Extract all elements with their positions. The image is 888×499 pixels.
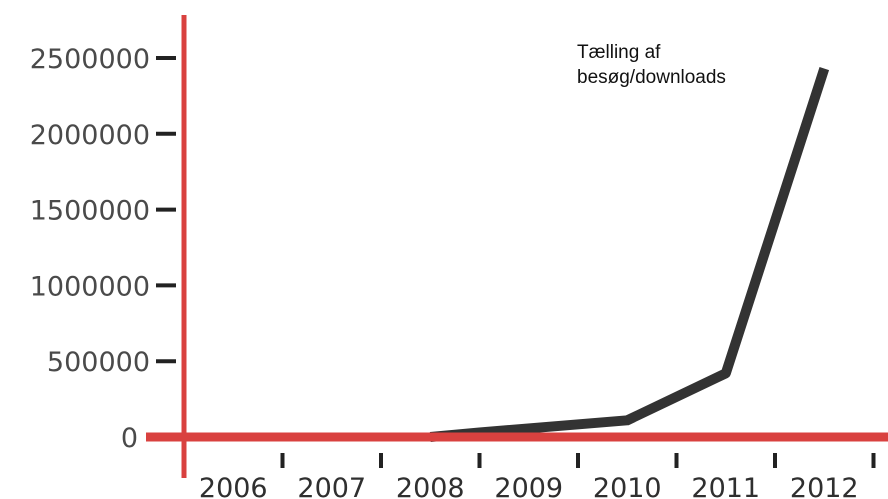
annotation-text: Tælling af besøg/downloads	[577, 42, 726, 88]
x-tick-label: 2007	[297, 473, 366, 499]
x-tick-label: 2010	[593, 473, 662, 499]
x-tick-label: 2006	[199, 473, 268, 499]
x-tick-label: 2011	[691, 473, 760, 499]
x-tick-label: 2012	[790, 473, 859, 499]
y-tick-label: 2000000	[30, 120, 150, 151]
y-axis-ticks: 0 500000 1000000 1500000 2000000 2500000	[30, 44, 176, 454]
x-axis-ticks: 2006 2007 2008 2009 2010 2011 2012	[199, 453, 876, 499]
annotation-line-1: Tælling af	[577, 42, 661, 63]
x-tick-label: 2008	[396, 473, 465, 499]
y-tick-label: 0	[121, 423, 138, 454]
y-tick-label: 1000000	[30, 271, 150, 302]
annotation-line-2: besøg/downloads	[577, 67, 726, 88]
y-tick-label: 500000	[47, 347, 150, 378]
series-line	[429, 67, 830, 442]
y-tick-label: 2500000	[30, 44, 150, 75]
y-tick-label: 1500000	[30, 196, 150, 227]
x-tick-label: 2009	[494, 473, 563, 499]
